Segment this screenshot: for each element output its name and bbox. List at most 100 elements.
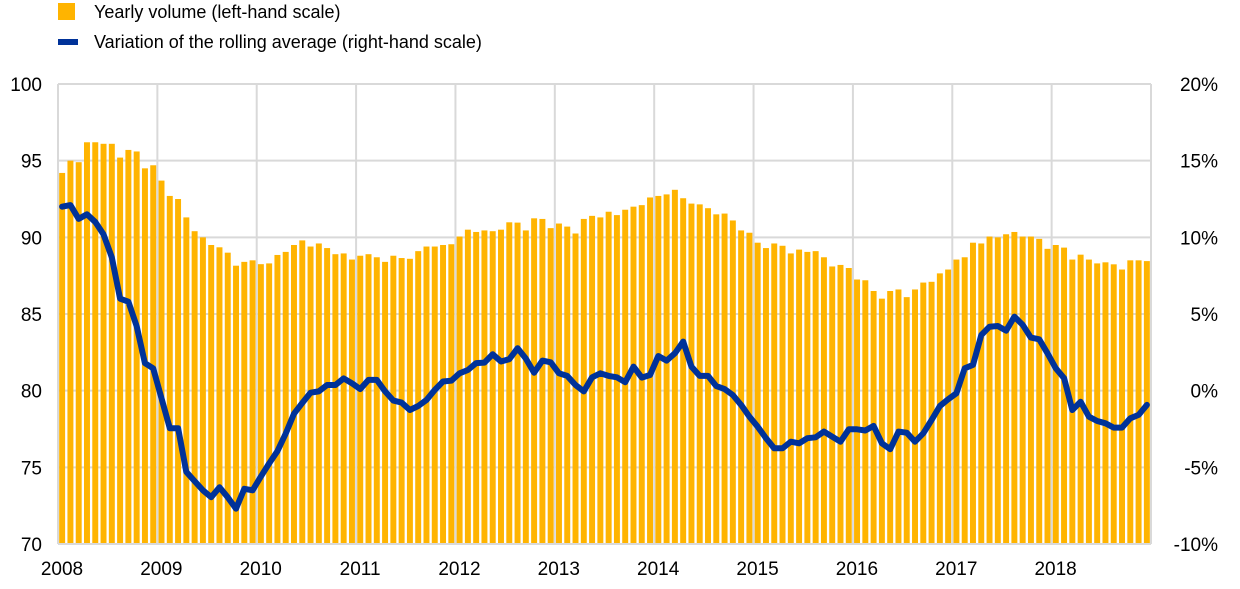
line-point <box>765 437 767 439</box>
line-point <box>906 432 908 434</box>
bar <box>895 289 902 544</box>
line-point <box>500 361 502 363</box>
line-point <box>550 361 552 363</box>
bar <box>961 257 968 544</box>
line-point <box>632 366 634 368</box>
line-point <box>806 437 808 439</box>
bar <box>1085 259 1092 544</box>
bar <box>75 162 82 544</box>
bar <box>547 228 554 544</box>
bar <box>762 248 769 545</box>
bar <box>887 291 894 544</box>
line-point <box>161 397 163 399</box>
line-point <box>939 405 941 407</box>
bar <box>233 265 240 544</box>
x-tick-label: 2017 <box>935 559 977 580</box>
line-point <box>252 489 254 491</box>
line-point <box>1030 337 1032 339</box>
line-point <box>450 380 452 382</box>
line-point <box>384 390 386 392</box>
line-point <box>119 298 121 300</box>
line-point <box>798 442 800 444</box>
line-point <box>1138 414 1140 416</box>
line-point <box>285 433 287 435</box>
right-tick-label: 0% <box>1191 382 1219 403</box>
bar <box>1019 236 1026 545</box>
line-point <box>1046 352 1048 354</box>
bar <box>1119 269 1125 544</box>
bar <box>663 194 670 544</box>
line-point <box>864 430 866 432</box>
line-point <box>848 428 850 430</box>
bar <box>84 142 90 544</box>
line-point <box>757 426 759 428</box>
line-point <box>425 399 427 401</box>
line-point <box>997 325 999 327</box>
x-tick-label: 2015 <box>736 559 778 580</box>
left-tick-label: 85 <box>21 305 42 326</box>
bar <box>373 257 380 544</box>
line-point <box>310 392 312 394</box>
line-point <box>815 436 817 438</box>
line-point <box>566 375 568 377</box>
line-point <box>401 402 403 404</box>
bar <box>382 261 389 544</box>
bar <box>440 245 447 544</box>
bar <box>862 280 869 544</box>
line-point <box>914 441 916 443</box>
line-point <box>616 376 618 378</box>
bar <box>539 218 546 544</box>
bar <box>158 180 165 544</box>
bar <box>655 195 662 544</box>
plot-frame <box>57 84 1152 545</box>
bar <box>522 230 529 544</box>
line-point <box>1096 420 1098 422</box>
bar <box>67 160 74 544</box>
bar <box>688 203 695 544</box>
line-point <box>475 362 477 364</box>
bar <box>1036 238 1043 544</box>
line-point <box>235 508 237 510</box>
line-point <box>558 372 560 374</box>
right-tick-label: 20% <box>1180 75 1218 96</box>
line-point <box>368 379 370 381</box>
left-tick-label: 75 <box>21 458 42 479</box>
line-point <box>61 206 63 208</box>
bar <box>498 229 504 544</box>
legend-swatch-bar <box>58 3 75 20</box>
bar <box>771 243 778 544</box>
line-point <box>459 372 461 374</box>
line-point <box>823 431 825 433</box>
legend-label: Variation of the rolling average (right-… <box>94 32 482 52</box>
line-point <box>897 431 899 433</box>
bar <box>506 222 513 544</box>
bar <box>804 251 811 544</box>
bar <box>117 157 124 544</box>
bar <box>1102 262 1109 544</box>
bar <box>671 189 678 545</box>
legend-label: Yearly volume (left-hand scale) <box>94 2 341 22</box>
bar <box>796 249 803 544</box>
line-point <box>856 428 858 430</box>
line-point <box>351 382 353 384</box>
bar <box>340 253 347 544</box>
line-point <box>136 325 138 327</box>
line-point <box>889 448 891 450</box>
line-point <box>649 374 651 376</box>
bar <box>92 142 99 544</box>
line-point <box>699 375 701 377</box>
x-tick-label: 2014 <box>637 559 680 580</box>
bar <box>1061 247 1068 544</box>
line-point <box>1146 404 1148 406</box>
line-point <box>210 496 212 498</box>
bar <box>100 143 107 545</box>
bar <box>555 223 562 545</box>
left-axis: 70 75 80 85 90 95 100 <box>10 75 42 556</box>
line-point <box>1005 330 1007 332</box>
bar <box>133 151 140 544</box>
line-point <box>194 480 196 482</box>
line-series <box>59 202 1150 512</box>
bar <box>282 251 289 544</box>
line-point <box>434 389 436 391</box>
